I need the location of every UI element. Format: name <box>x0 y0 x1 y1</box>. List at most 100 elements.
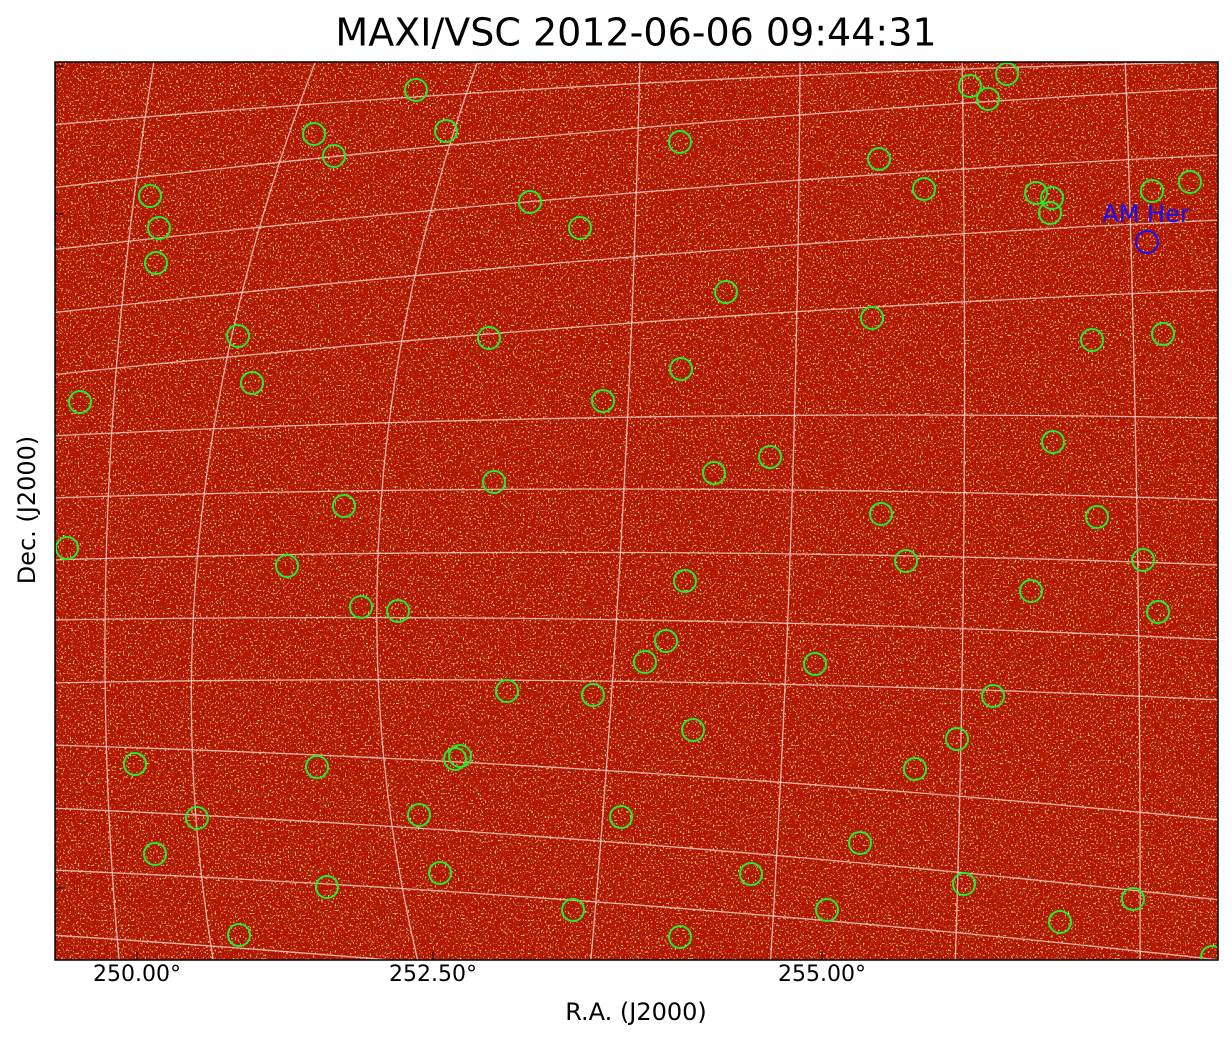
source-circle <box>275 554 299 578</box>
source-circle <box>1041 430 1065 454</box>
source-circle <box>147 216 171 240</box>
dec-line <box>55 807 1218 901</box>
source-circle <box>912 177 936 201</box>
ra-line <box>376 62 479 960</box>
source-circle <box>581 683 605 707</box>
source-circle <box>1151 322 1175 346</box>
dec-line <box>55 289 1218 376</box>
source-circle <box>739 862 763 886</box>
y-axis-label: Dec. (J2000) <box>13 436 41 585</box>
source-circle <box>981 684 1005 708</box>
source-circle <box>407 803 431 827</box>
source-circle <box>434 119 458 143</box>
dec-line <box>55 744 1218 821</box>
source-circle <box>302 122 326 146</box>
source-circle <box>669 357 693 381</box>
source-circle <box>860 306 884 330</box>
x-axis-label: R.A. (J2000) <box>565 998 707 1026</box>
source-circle <box>673 569 697 593</box>
source-circle <box>668 925 692 949</box>
source-circle <box>995 62 1019 86</box>
source-circle <box>226 324 250 348</box>
ra-line <box>590 62 641 960</box>
ra-line <box>769 62 801 960</box>
source-circle <box>867 147 891 171</box>
source-circle <box>952 872 976 896</box>
dec-line <box>55 934 398 960</box>
source-circle <box>144 251 168 275</box>
dec-line <box>55 62 1218 126</box>
dec-line <box>55 414 1218 437</box>
source-circle <box>869 502 893 526</box>
source-circle <box>848 831 872 855</box>
sky-image <box>55 62 1218 960</box>
source-circle <box>1200 945 1218 960</box>
source-circle <box>240 371 264 395</box>
source-circle <box>803 652 827 676</box>
plot-frame <box>54 61 1219 961</box>
source-circle <box>315 875 339 899</box>
source-circle <box>894 549 918 573</box>
source-circle <box>185 806 209 830</box>
source-circle <box>945 727 969 751</box>
source-circle <box>568 216 592 240</box>
source-circle <box>1146 600 1170 624</box>
source-circle <box>1080 328 1104 352</box>
source-circle <box>68 390 92 414</box>
x-tick-label: 250.00° <box>93 962 181 987</box>
source-circle <box>1178 170 1202 194</box>
source-circle <box>1048 910 1072 934</box>
dec-line <box>55 869 1218 960</box>
source-circle <box>681 718 705 742</box>
source-circle <box>332 494 356 518</box>
dec-line <box>55 551 1218 566</box>
dec-line <box>55 616 1218 641</box>
source-circle <box>448 744 472 768</box>
source-circle <box>1040 186 1064 210</box>
x-tick-label: 255.00° <box>778 962 866 987</box>
source-circle <box>903 757 927 781</box>
source-circle <box>482 470 506 494</box>
source-circle <box>1024 181 1048 205</box>
target-circle <box>1135 230 1159 254</box>
source-circle <box>55 536 79 560</box>
ra-line <box>954 62 966 960</box>
source-circle <box>1121 887 1145 911</box>
source-circle <box>305 755 329 779</box>
source-circle <box>758 445 782 469</box>
source-circle <box>1140 179 1164 203</box>
source-circle <box>609 805 633 829</box>
source-circle <box>1131 548 1155 572</box>
source-circle <box>958 74 982 98</box>
source-circle <box>123 752 147 776</box>
dec-line <box>55 488 1218 501</box>
dec-line <box>55 679 1218 701</box>
source-circle <box>322 144 346 168</box>
source-circle <box>349 595 373 619</box>
source-circle <box>495 679 519 703</box>
source-circle <box>561 898 585 922</box>
source-circle <box>428 861 452 885</box>
ra-line <box>1124 62 1141 960</box>
source-circle <box>143 842 167 866</box>
source-circle <box>714 280 738 304</box>
source-circle <box>386 599 410 623</box>
sources <box>55 62 1218 960</box>
source-circle <box>702 461 726 485</box>
image <box>55 62 1218 960</box>
source-circle <box>227 923 251 947</box>
source-circle <box>443 747 467 771</box>
dec-line <box>55 87 1218 189</box>
dec-line <box>55 219 1218 314</box>
source-circle <box>477 326 501 350</box>
ra-line <box>190 62 317 960</box>
source-circle <box>1019 579 1043 603</box>
source-circle <box>976 87 1000 111</box>
source-circle <box>1085 505 1109 529</box>
source-circle <box>815 898 839 922</box>
source-circle <box>138 184 162 208</box>
title: MAXI/VSC 2012-06-06 09:44:31 <box>335 11 936 55</box>
source-circle <box>518 190 542 214</box>
dec-line <box>55 154 1218 251</box>
